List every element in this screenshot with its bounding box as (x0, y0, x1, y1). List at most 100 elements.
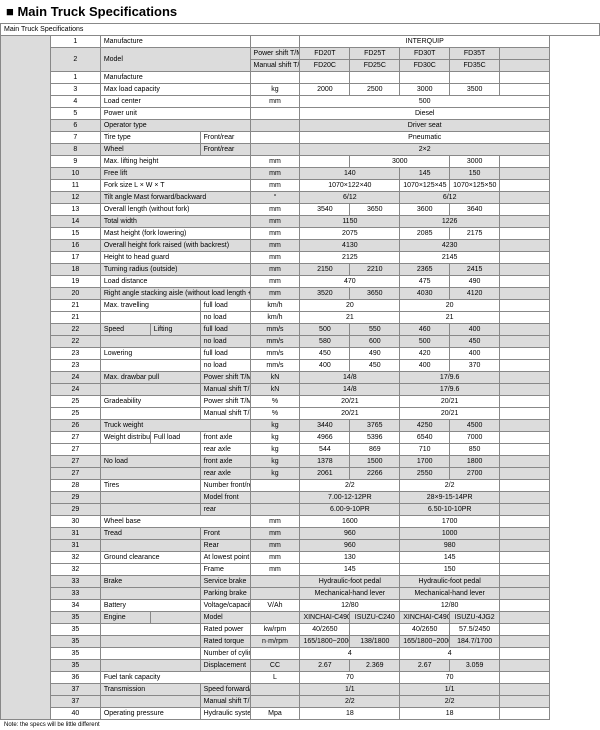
cell: no load (200, 336, 250, 348)
cell (350, 72, 400, 84)
cell: Engine (100, 612, 150, 624)
cell: 2 (50, 48, 100, 72)
cell: FD20T (300, 48, 350, 60)
cell: 21 (400, 312, 500, 324)
cell: 31 (50, 528, 100, 540)
cell: 960 (300, 540, 400, 552)
cell (500, 396, 550, 408)
cell: 37 (50, 684, 100, 696)
cell: 5 (50, 108, 100, 120)
cell (500, 84, 550, 96)
cell: Max. drawbar pull (100, 372, 200, 384)
cell: Displacement (200, 660, 250, 672)
cell: Power shift T/M full no load (200, 396, 250, 408)
cell: 4 (300, 648, 400, 660)
cell (500, 480, 550, 492)
cell (250, 588, 300, 600)
cell: 1 (50, 36, 100, 48)
cell: 4030 (400, 288, 450, 300)
cell: Front/rear (200, 144, 250, 156)
cell: 6540 (400, 432, 450, 444)
cell: 3765 (350, 420, 400, 432)
cell: 370 (450, 360, 500, 372)
cell: Total width (100, 216, 250, 228)
cell: full load (200, 324, 250, 336)
cell: 10 (50, 168, 100, 180)
cell: 6/12 (400, 192, 500, 204)
cell: 34 (50, 600, 100, 612)
cell: 70 (300, 672, 400, 684)
cell: 2/2 (300, 696, 400, 708)
cell: Rated torque (200, 636, 250, 648)
cell: Model front (200, 492, 250, 504)
cell: 550 (350, 324, 400, 336)
cell: mm (250, 288, 300, 300)
cell (500, 288, 550, 300)
cell: Manufacture (100, 36, 250, 48)
cell: 6 (50, 120, 100, 132)
cell: kN (250, 384, 300, 396)
cell: 24 (50, 384, 100, 396)
cell: Model (200, 612, 250, 624)
cell (500, 240, 550, 252)
cell: 33 (50, 588, 100, 600)
cell: 20 (50, 288, 100, 300)
cell (100, 360, 200, 372)
cell: 2075 (300, 228, 400, 240)
cell: 165/1800~2000 (400, 636, 450, 648)
cell: 5396 (350, 432, 400, 444)
cell: 18 (50, 264, 100, 276)
cell: mm (250, 528, 300, 540)
cell: 150 (450, 168, 500, 180)
cell: FD35T (450, 48, 500, 60)
cell: Number of cylinder (200, 648, 250, 660)
cell: 1700 (400, 456, 450, 468)
cell: Gradeability (100, 396, 200, 408)
cell: 130 (300, 552, 400, 564)
cell: Hydraulic-foot pedal (300, 576, 400, 588)
cell (500, 624, 550, 636)
cell (450, 72, 500, 84)
cell: n·m/rpm (250, 636, 300, 648)
cell: 1226 (400, 216, 500, 228)
cell: 20/21 (400, 408, 500, 420)
cell: 7000 (450, 432, 500, 444)
cell: FD25C (350, 60, 400, 72)
cell: kg (250, 456, 300, 468)
cell: 138/1800 (350, 636, 400, 648)
cell: km/h (250, 300, 300, 312)
cell: 2500 (350, 84, 400, 96)
cell: 400 (450, 324, 500, 336)
cell: No load (100, 456, 200, 468)
cell: 35 (50, 612, 100, 624)
cell (300, 156, 350, 168)
cell: 2700 (450, 468, 500, 480)
cell: 4 (50, 96, 100, 108)
cell: 1500 (350, 456, 400, 468)
cell: 22 (50, 324, 100, 336)
cell: 14/8 (300, 384, 400, 396)
cell: Frame (200, 564, 250, 576)
cell: 450 (350, 360, 400, 372)
cell: 1/1 (400, 684, 500, 696)
cell: 16 (50, 240, 100, 252)
cell: 400 (300, 360, 350, 372)
cell (500, 564, 550, 576)
cell: 3640 (450, 204, 500, 216)
cell (500, 312, 550, 324)
cell: Brake (100, 576, 200, 588)
cell (250, 72, 300, 84)
cell (400, 72, 450, 84)
cell: Rated power (200, 624, 250, 636)
cell: 11 (50, 180, 100, 192)
cell: 20/21 (400, 396, 500, 408)
cell (250, 144, 300, 156)
cell: 4966 (300, 432, 350, 444)
cell: 450 (450, 336, 500, 348)
cell: Wheel base (100, 516, 250, 528)
cell: 150 (400, 564, 500, 576)
cell: Fork size L × W × T (100, 180, 250, 192)
cell: mm/s (250, 360, 300, 372)
cell (500, 468, 550, 480)
cell: Tires (100, 480, 200, 492)
